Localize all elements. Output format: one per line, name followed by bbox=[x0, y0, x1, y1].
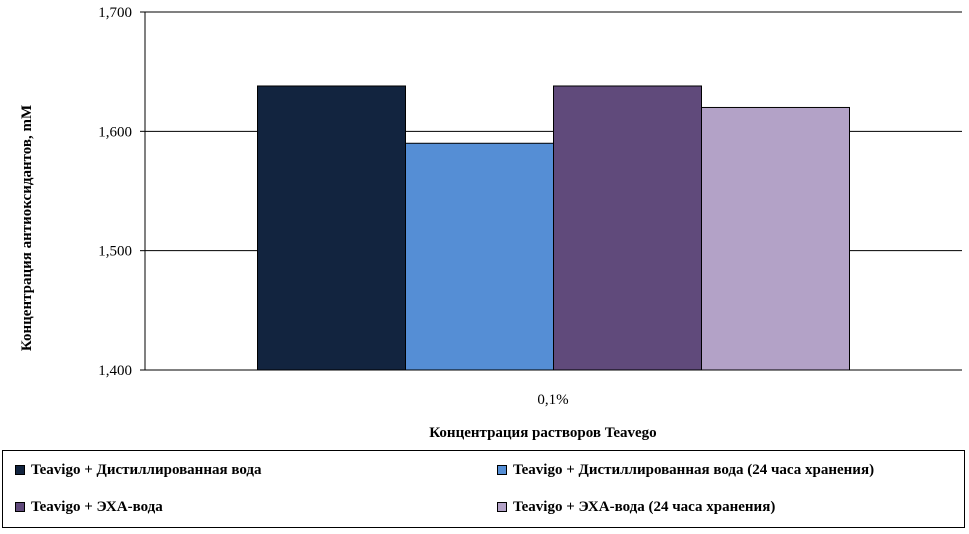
bar bbox=[257, 85, 406, 371]
x-axis-title: Концентрация растворов Teavego bbox=[429, 425, 656, 441]
legend: Teavigo + Дистиллированная вода Teavigo … bbox=[2, 450, 965, 528]
legend-item: Teavigo + Дистиллированная вода (24 часа… bbox=[497, 460, 874, 480]
chart: 1,400 1,500 1,600 1,700 0,1% Концентрация р… bbox=[19, 5, 962, 441]
legend-item: Teavigo + ЭХА-вода (24 часа хранения) bbox=[497, 497, 775, 517]
legend-swatch bbox=[15, 502, 25, 512]
y-tick-labels: 1,400 1,500 1,600 1,700 bbox=[98, 5, 132, 379]
y-tick-label: 1,400 bbox=[98, 363, 132, 379]
legend-swatch bbox=[497, 465, 507, 475]
legend-label: Teavigo + ЭХА-вода (24 часа хранения) bbox=[513, 498, 776, 515]
bar bbox=[405, 142, 554, 371]
y-tick-label: 1,600 bbox=[98, 124, 132, 140]
bar bbox=[701, 106, 850, 371]
legend-label: Teavigo + Дистиллированная вода bbox=[31, 461, 262, 478]
x-tick-label: 0,1% bbox=[537, 392, 568, 408]
y-tick-label: 1,700 bbox=[98, 5, 132, 21]
bar bbox=[553, 85, 702, 371]
legend-item: Teavigo + Дистиллированная вода bbox=[15, 460, 261, 480]
legend-label: Teavigo + Дистиллированная вода (24 часа… bbox=[513, 461, 875, 478]
legend-label: Teavigo + ЭХА-вода bbox=[31, 498, 163, 515]
legend-swatch bbox=[15, 465, 25, 475]
legend-swatch bbox=[497, 502, 507, 512]
bars bbox=[257, 85, 850, 371]
axes bbox=[140, 11, 962, 371]
legend-item: Teavigo + ЭХА-вода bbox=[15, 497, 163, 517]
y-tick-label: 1,500 bbox=[98, 244, 132, 260]
y-axis-title: Концентрация антиоксидантов, mM bbox=[19, 105, 35, 351]
